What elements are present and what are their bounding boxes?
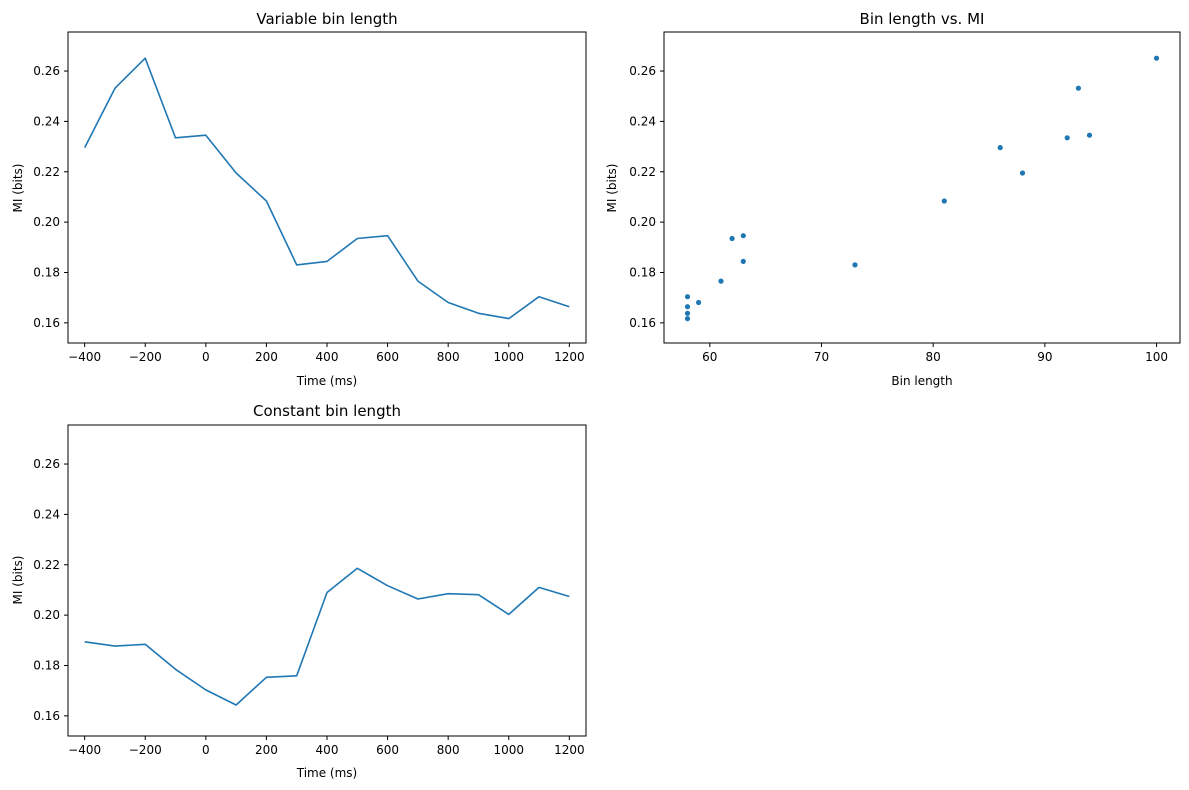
y-tick-label: 0.18 xyxy=(629,265,656,279)
y-tick-label: 0.18 xyxy=(33,265,60,279)
scatter-point xyxy=(997,145,1003,151)
scatter-point xyxy=(941,198,947,204)
y-axis-label: MI (bits) xyxy=(11,164,25,213)
x-tick-label: 1200 xyxy=(554,743,585,757)
x-tick-label: 70 xyxy=(814,350,829,364)
x-axis-label: Time (ms) xyxy=(296,766,358,780)
x-tick-label: 800 xyxy=(437,350,460,364)
y-tick-label: 0.16 xyxy=(33,316,60,330)
scatter-point xyxy=(696,299,702,306)
chart-title: Bin length vs. MI xyxy=(860,10,985,28)
constant-bin-length-chart: Constant bin length −400 −200 0 200 400 600 80… xyxy=(11,402,587,780)
y-tick-label: 0.26 xyxy=(33,457,60,471)
scatter-point xyxy=(740,233,746,239)
scatter-point xyxy=(852,262,858,268)
plot-frame xyxy=(67,31,587,344)
x-tick-label: 200 xyxy=(255,350,278,364)
y-tick-label: 0.24 xyxy=(33,507,60,521)
y-tick-label: 0.20 xyxy=(33,608,60,622)
y-tick-label: 0.22 xyxy=(33,558,60,572)
scatter-point xyxy=(1064,135,1070,141)
x-tick-label: −200 xyxy=(129,350,162,364)
tick-layer: −400 −200 0 200 400 600 800 1000 1200 0.16 0.18 0.2… xyxy=(33,64,584,364)
y-tick-label: 0.22 xyxy=(629,165,656,179)
x-tick-label: 800 xyxy=(437,743,460,757)
series-line xyxy=(84,567,570,706)
scatter-point xyxy=(1075,85,1081,91)
x-tick-label: 90 xyxy=(1037,350,1052,364)
x-tick-label: 1200 xyxy=(554,350,585,364)
scatter-point xyxy=(684,316,691,322)
y-tick-label: 0.20 xyxy=(629,215,656,229)
y-axis-label: MI (bits) xyxy=(605,164,619,213)
bin-length-vs-mi-chart: Bin length vs. MI 60 70 80 90 100 0.16 0.18 0.2… xyxy=(605,10,1181,388)
scatter-point xyxy=(729,235,735,242)
tick-layer: −400 −200 0 200 400 600 800 1000 1200 0.16 0.18 0.2… xyxy=(33,457,584,757)
x-tick-label: 1000 xyxy=(493,350,524,364)
series-layer xyxy=(83,57,570,320)
x-tick-label: 0 xyxy=(202,743,210,757)
x-tick-label: 400 xyxy=(316,743,339,757)
y-tick-label: 0.16 xyxy=(629,316,656,330)
y-tick-label: 0.24 xyxy=(33,114,60,128)
y-axis-label: MI (bits) xyxy=(11,556,25,605)
x-tick-label: 100 xyxy=(1145,350,1168,364)
plot-frame xyxy=(67,424,587,737)
tick-layer: 60 70 80 90 100 0.16 0.18 0.20 0.22 0.24 0.26 xyxy=(629,64,1168,364)
chart-title: Constant bin length xyxy=(253,402,401,420)
x-tick-label: 0 xyxy=(202,350,210,364)
y-tick-label: 0.26 xyxy=(629,64,656,78)
chart-title: Variable bin length xyxy=(256,10,397,28)
x-tick-label: −400 xyxy=(68,350,101,364)
series-layer xyxy=(84,567,570,706)
scatter-point xyxy=(684,294,691,300)
scatter-point xyxy=(718,278,724,284)
x-tick-label: −200 xyxy=(129,743,162,757)
y-tick-label: 0.16 xyxy=(33,709,60,723)
y-tick-label: 0.22 xyxy=(33,165,60,179)
y-tick-label: 0.24 xyxy=(629,114,656,128)
series-layer xyxy=(684,55,1160,322)
variable-bin-length-chart: Variable bin length −400 −200 0 200 400 600 80… xyxy=(11,10,587,388)
scatter-point xyxy=(1153,55,1160,61)
y-tick-label: 0.18 xyxy=(33,658,60,672)
x-tick-label: 600 xyxy=(376,350,399,364)
x-tick-label: 1000 xyxy=(493,743,524,757)
scatter-point xyxy=(1019,170,1026,176)
x-axis-label: Time (ms) xyxy=(296,374,358,388)
y-tick-label: 0.26 xyxy=(33,64,60,78)
x-axis-label: Bin length xyxy=(891,374,952,388)
scatter-point xyxy=(740,258,746,264)
series-line xyxy=(83,57,570,320)
scatter-point xyxy=(684,304,691,310)
x-tick-label: −400 xyxy=(68,743,101,757)
x-tick-label: 60 xyxy=(702,350,717,364)
y-tick-label: 0.20 xyxy=(33,215,60,229)
plot-frame xyxy=(663,31,1181,344)
scatter-point xyxy=(684,310,691,316)
x-tick-label: 200 xyxy=(255,743,278,757)
x-tick-label: 80 xyxy=(926,350,941,364)
x-tick-label: 600 xyxy=(376,743,399,757)
scatter-point xyxy=(1086,132,1093,138)
x-tick-label: 400 xyxy=(316,350,339,364)
